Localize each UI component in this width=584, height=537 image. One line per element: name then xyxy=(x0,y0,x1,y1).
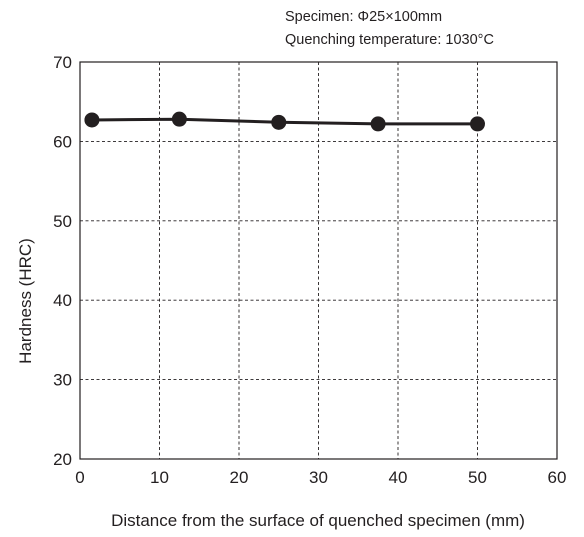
data-point-marker xyxy=(370,116,386,132)
y-tick-label: 30 xyxy=(53,371,72,390)
y-tick-label: 40 xyxy=(53,291,72,310)
data-point-marker xyxy=(171,111,187,127)
plot-frame xyxy=(79,61,558,460)
x-tick-label: 0 xyxy=(75,468,84,487)
data-point-marker xyxy=(271,114,287,130)
x-tick-label: 10 xyxy=(150,468,169,487)
data-series xyxy=(84,111,485,132)
x-axis-label: Distance from the surface of quenched sp… xyxy=(111,511,525,530)
y-tick-label: 50 xyxy=(53,212,72,231)
x-tick-label: 30 xyxy=(309,468,328,487)
axis-ticks: 0 10 20 30 40 50 60 20 30 40 50 60 70 xyxy=(53,53,566,487)
quenching-temperature-annotation: Quenching temperature: 1030°C xyxy=(285,32,494,48)
grid-lines xyxy=(80,62,557,459)
data-point-marker xyxy=(84,112,100,128)
y-axis-label: Hardness (HRC) xyxy=(16,238,35,364)
y-tick-label: 60 xyxy=(53,132,72,151)
x-tick-label: 40 xyxy=(389,468,408,487)
x-tick-label: 20 xyxy=(230,468,249,487)
specimen-annotation: Specimen: Φ25×100mm xyxy=(285,9,443,25)
y-tick-label: 20 xyxy=(53,450,72,469)
data-point-marker xyxy=(470,116,485,132)
x-tick-label: 50 xyxy=(468,468,487,487)
y-tick-label: 70 xyxy=(53,53,72,72)
x-tick-label: 60 xyxy=(548,468,567,487)
